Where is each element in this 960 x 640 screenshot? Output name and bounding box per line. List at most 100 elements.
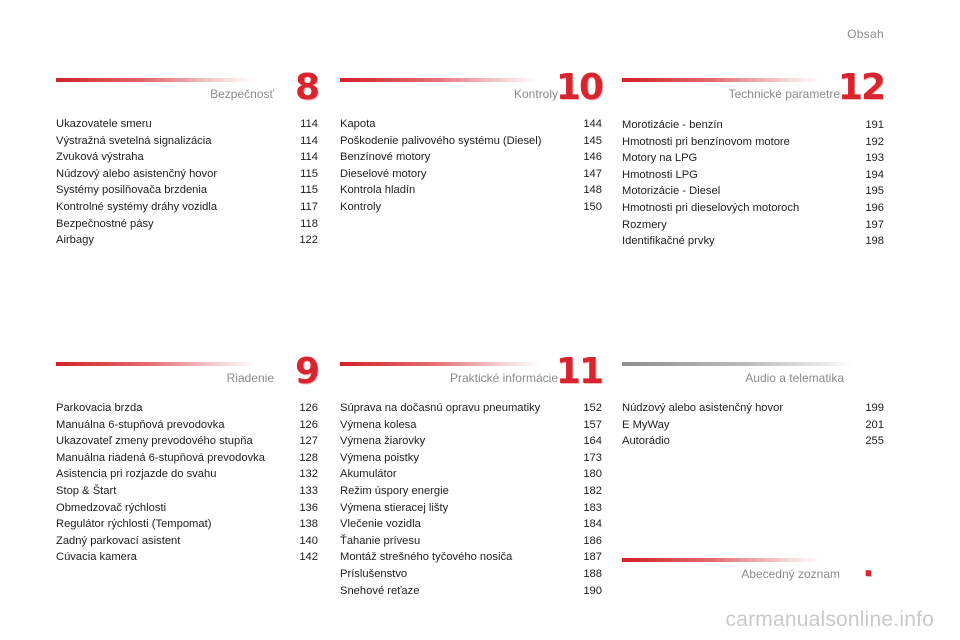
- toc-entry[interactable]: Výmena žiarovky 164: [340, 433, 602, 450]
- toc-entry[interactable]: Regulátor rýchlosti (Tempomat) 138: [56, 516, 318, 533]
- toc-entry[interactable]: Airbagy 122: [56, 232, 318, 249]
- toc-entry-label: Dieselové motory: [340, 167, 427, 180]
- toc-list: Ukazovatele smeru 114 Výstražná svetelná s…: [56, 116, 318, 249]
- section-title[interactable]: Kontroly: [513, 87, 558, 101]
- toc-entry[interactable]: Stop & Štart 133: [56, 483, 318, 500]
- toc-entry[interactable]: Núdzový alebo asistenčný hovor 199: [622, 400, 884, 417]
- toc-entry-page: 117: [300, 200, 318, 213]
- toc-entry[interactable]: Morotizácie - benzín 191: [622, 117, 884, 134]
- toc-entry-page: 188: [583, 567, 602, 580]
- toc-entry[interactable]: Parkovacia brzda 126: [56, 400, 318, 417]
- toc-entry-page: 196: [865, 201, 884, 214]
- toc-entry-page: 114: [300, 134, 318, 147]
- toc-entry[interactable]: Kapota 144: [340, 116, 602, 133]
- section-number[interactable]: 12: [837, 67, 886, 108]
- toc-entry[interactable]: Vlečenie vozidla 184: [340, 516, 602, 533]
- section-number[interactable]: .: [862, 549, 874, 584]
- toc-entry-label: Hmotnosti pri dieselových motoroch: [622, 201, 800, 214]
- toc-entry[interactable]: Motorizácie - Diesel 195: [622, 183, 884, 200]
- toc-entry[interactable]: Ukazovatele smeru 114: [56, 116, 318, 133]
- toc-entry[interactable]: Kontrolné systémy dráhy vozidla 117: [56, 199, 318, 216]
- toc-entry[interactable]: Poškodenie palivového systému (Diesel) 14…: [340, 133, 602, 150]
- toc-entry-page: 142: [299, 551, 318, 564]
- toc-entry-label: Kontrola hladín: [340, 184, 416, 197]
- toc-entry-label: Výmena žiarovky: [340, 435, 426, 448]
- toc-entry-page: 255: [865, 435, 884, 448]
- toc-entry-page: 132: [299, 468, 318, 481]
- section-title[interactable]: Praktické informácie: [449, 371, 558, 385]
- toc-entry[interactable]: Identifikačné prvky 198: [622, 233, 884, 250]
- toc-entry-page: 191: [865, 119, 884, 131]
- section-header: Bezpečnosť 8: [56, 67, 320, 116]
- toc-entry[interactable]: Autorádio 255: [622, 433, 884, 450]
- toc-entry[interactable]: Montáž strešného tyčového nosiča 187: [340, 549, 602, 566]
- toc-entry[interactable]: Hmotnosti pri benzínovom motore 192: [622, 134, 884, 151]
- toc-entry[interactable]: Benzínové motory 146: [340, 149, 602, 166]
- section-title[interactable]: Technické parametre: [728, 87, 840, 101]
- toc-entry[interactable]: Núdzový alebo asistenčný hovor 115: [56, 166, 318, 183]
- toc-entry[interactable]: E MyWay 201: [622, 417, 884, 434]
- toc-entry[interactable]: Dieselové motory 147: [340, 166, 602, 183]
- toc-entry[interactable]: Hmotnosti pri dieselových motoroch 196: [622, 200, 884, 217]
- toc-entry-page: 194: [865, 168, 884, 181]
- toc-entry-label: Núdzový alebo asistenčný hovor: [622, 402, 784, 414]
- toc-entry-page: 164: [583, 435, 602, 448]
- toc-entry[interactable]: Výmena poistky 173: [340, 450, 602, 467]
- toc-entry[interactable]: Snehové reťaze 190: [340, 583, 602, 600]
- section-header: Praktické informácie 11: [340, 351, 604, 400]
- toc-entry-label: Výmena poistky: [340, 451, 419, 464]
- section-number[interactable]: 9: [294, 351, 320, 392]
- section-title[interactable]: Riadenie: [226, 371, 274, 385]
- toc-entry[interactable]: Cúvacia kamera 142: [56, 549, 318, 566]
- section-accent-bar: [622, 78, 822, 82]
- section-title[interactable]: Audio a telematika: [745, 371, 844, 385]
- toc-entry-page: 128: [299, 451, 318, 464]
- toc-entry[interactable]: Výmena stieracej lišty 183: [340, 500, 602, 517]
- toc-entry-page: 187: [583, 551, 602, 564]
- toc-entry-label: Súprava na dočasnú opravu pneumatiky: [340, 402, 541, 414]
- toc-entry[interactable]: Zvuková výstraha 114: [56, 149, 318, 166]
- toc-entry[interactable]: Manuálna riadená 6-stupňová prevodovka 12…: [56, 450, 318, 467]
- toc-entry[interactable]: Výstražná svetelná signalizácia 114: [56, 133, 318, 150]
- toc-entry[interactable]: Výmena kolesa 157: [340, 417, 602, 434]
- section-number[interactable]: 8: [294, 67, 320, 108]
- toc-entry[interactable]: Príslušenstvo 188: [340, 566, 602, 583]
- section-title[interactable]: Bezpečnosť: [210, 87, 274, 101]
- toc-entry-label: Systémy posilňovača brzdenia: [56, 184, 208, 197]
- toc-entry-label: Parkovacia brzda: [56, 402, 143, 414]
- toc-entry-page: 146: [583, 151, 602, 164]
- toc-entry[interactable]: Obmedzovač rýchlosti 136: [56, 500, 318, 517]
- toc-entry[interactable]: Kontrola hladín 148: [340, 182, 602, 199]
- toc-entry-page: 122: [299, 234, 318, 247]
- toc-entry[interactable]: Asistencia pri rozjazde do svahu 132: [56, 466, 318, 483]
- toc-entry[interactable]: Ukazovateľ zmeny prevodového stupňa 127: [56, 433, 318, 450]
- section-header: Abecedný zoznam .: [622, 549, 884, 596]
- toc-entry[interactable]: Režim úspory energie 182: [340, 483, 602, 500]
- toc-entry-page: 145: [583, 134, 602, 147]
- toc-entry-label: Rozmery: [622, 218, 667, 231]
- toc-entry-label: Ukazovateľ zmeny prevodového stupňa: [56, 435, 253, 448]
- toc-entry-label: Snehové reťaze: [340, 584, 420, 597]
- toc-entry[interactable]: Manuálna 6-stupňová prevodovka 126: [56, 417, 318, 434]
- section-technicke-parametre: Technické parametre 12 Morotizácie - ben…: [622, 67, 886, 250]
- section-title[interactable]: Abecedný zoznam: [741, 567, 840, 581]
- toc-entry-page: 144: [583, 118, 602, 130]
- toc-entry[interactable]: Súprava na dočasnú opravu pneumatiky 152: [340, 400, 602, 417]
- section-header: Audio a telematika: [622, 356, 884, 400]
- toc-entry-label: Núdzový alebo asistenčný hovor: [56, 167, 218, 180]
- toc-entry[interactable]: Systémy posilňovača brzdenia 115: [56, 182, 318, 199]
- section-accent-bar: [56, 78, 256, 82]
- toc-entry[interactable]: Akumulátor 180: [340, 466, 602, 483]
- toc-entry[interactable]: Zadný parkovací asistent 140: [56, 533, 318, 550]
- section-number[interactable]: 11: [555, 351, 604, 392]
- toc-entry[interactable]: Kontroly 150: [340, 199, 602, 216]
- toc-entry-page: 127: [299, 435, 318, 448]
- toc-entry[interactable]: Rozmery 197: [622, 217, 884, 234]
- toc-entry[interactable]: Bezpečnostné pásy 118: [56, 216, 318, 233]
- section-number[interactable]: 10: [555, 67, 604, 108]
- toc-entry-page: 180: [583, 468, 602, 481]
- toc-entry[interactable]: Motory na LPG 193: [622, 150, 884, 167]
- toc-entry[interactable]: Hmotnosti LPG 194: [622, 167, 884, 184]
- toc-entry[interactable]: Ťahanie prívesu 186: [340, 533, 602, 550]
- toc-entry-page: 186: [583, 534, 602, 547]
